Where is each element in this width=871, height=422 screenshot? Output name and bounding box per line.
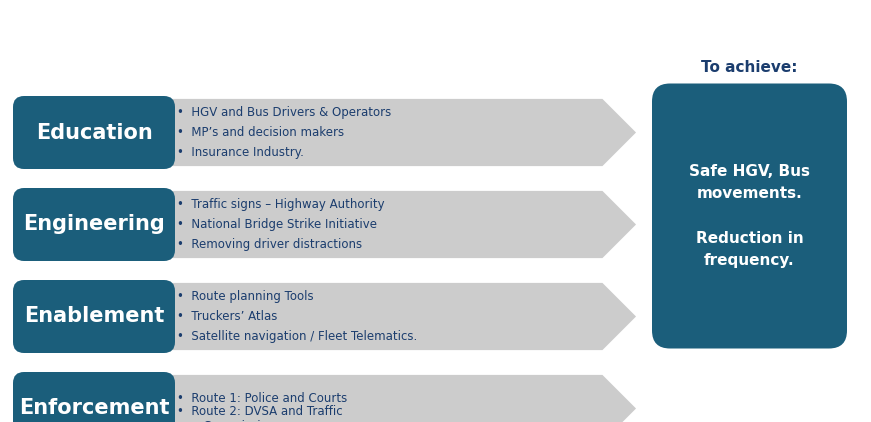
Polygon shape [155, 97, 638, 168]
Polygon shape [155, 189, 638, 260]
FancyBboxPatch shape [13, 188, 175, 261]
Text: •  National Bridge Strike Initiative: • National Bridge Strike Initiative [177, 218, 377, 231]
Text: •  HGV and Bus Drivers & Operators: • HGV and Bus Drivers & Operators [177, 106, 391, 119]
FancyBboxPatch shape [13, 96, 175, 169]
FancyBboxPatch shape [13, 372, 175, 422]
Text: •  MP’s and decision makers: • MP’s and decision makers [177, 126, 344, 139]
Text: Safe HGV, Bus
movements.

Reduction in
frequency.: Safe HGV, Bus movements. Reduction in fr… [689, 164, 810, 268]
Text: •  Removing driver distractions: • Removing driver distractions [177, 238, 362, 251]
Text: •  Insurance Industry.: • Insurance Industry. [177, 146, 304, 159]
Text: •  Route 2: DVSA and Traffic
       Commissioners: • Route 2: DVSA and Traffic Commissioner… [177, 405, 342, 422]
Text: Enablement: Enablement [24, 306, 165, 327]
Polygon shape [155, 373, 638, 422]
Text: •  Traffic signs – Highway Authority: • Traffic signs – Highway Authority [177, 198, 385, 211]
Polygon shape [155, 281, 638, 352]
FancyBboxPatch shape [652, 84, 847, 349]
Text: Enforcement: Enforcement [19, 398, 169, 419]
Text: •  Route 1: Police and Courts: • Route 1: Police and Courts [177, 392, 348, 405]
Text: To achieve:: To achieve: [701, 60, 798, 75]
FancyBboxPatch shape [13, 280, 175, 353]
Text: Education: Education [36, 122, 152, 143]
Text: Engineering: Engineering [24, 214, 165, 235]
Text: •  Satellite navigation / Fleet Telematics.: • Satellite navigation / Fleet Telematic… [177, 330, 417, 343]
Text: •  Truckers’ Atlas: • Truckers’ Atlas [177, 310, 277, 323]
Text: •  Route planning Tools: • Route planning Tools [177, 290, 314, 303]
